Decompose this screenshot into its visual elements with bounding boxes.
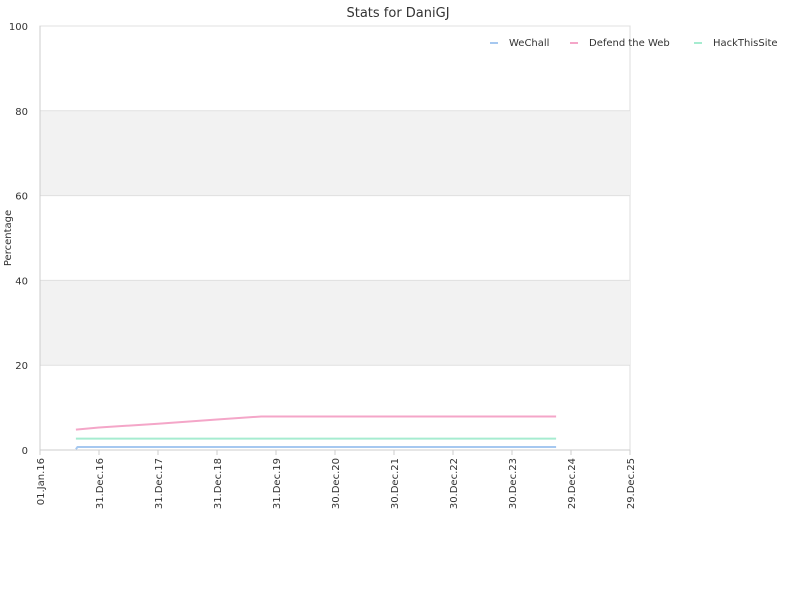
chart-title: Stats for DaniGJ (346, 6, 449, 21)
y-tick-label: 40 (15, 276, 28, 287)
series-line (75, 446, 557, 450)
legend-label: WeChall (509, 38, 549, 49)
x-tick-label: 31.Dec.17 (154, 458, 165, 509)
y-tick-label: 0 (22, 446, 28, 457)
y-axis-label: Percentage (3, 210, 14, 266)
y-tick-label: 80 (15, 107, 28, 118)
plot-band (40, 280, 630, 366)
plot-background (39, 25, 631, 451)
gridlines (39, 25, 630, 451)
series-line (75, 415, 557, 431)
x-tick-label: 31.Dec.18 (213, 458, 224, 509)
x-tick-label: 29.Dec.25 (626, 458, 637, 509)
y-tick-label: 20 (15, 361, 28, 372)
legend-label: Defend the Web (589, 38, 670, 49)
x-tick-label: 30.Dec.23 (508, 458, 519, 509)
series-lines (75, 415, 557, 450)
x-tick-label: 30.Dec.22 (449, 458, 460, 509)
x-tick-label: 30.Dec.21 (390, 458, 401, 509)
plot-band (40, 110, 630, 196)
y-tick-label: 60 (15, 192, 28, 203)
y-tick-label: 100 (9, 22, 28, 33)
x-tick-label: 31.Dec.16 (95, 458, 106, 509)
x-tick-label: 29.Dec.24 (567, 458, 578, 509)
x-axis-ticks: 01.Jan.16 31.Dec.16 31.Dec.17 31.Dec.18 31.D… (36, 450, 637, 509)
x-tick-label: 30.Dec.20 (331, 458, 342, 509)
legend-label: HackThisSite (713, 38, 778, 49)
legend: WeChall Defend the Web HackThisSite (490, 38, 778, 49)
y-axis-ticks: 0 20 40 60 80 100 (9, 22, 28, 457)
x-tick-label: 31.Dec.19 (272, 458, 283, 509)
plot-area (39, 25, 631, 451)
x-tick-label: 01.Jan.16 (36, 458, 47, 505)
